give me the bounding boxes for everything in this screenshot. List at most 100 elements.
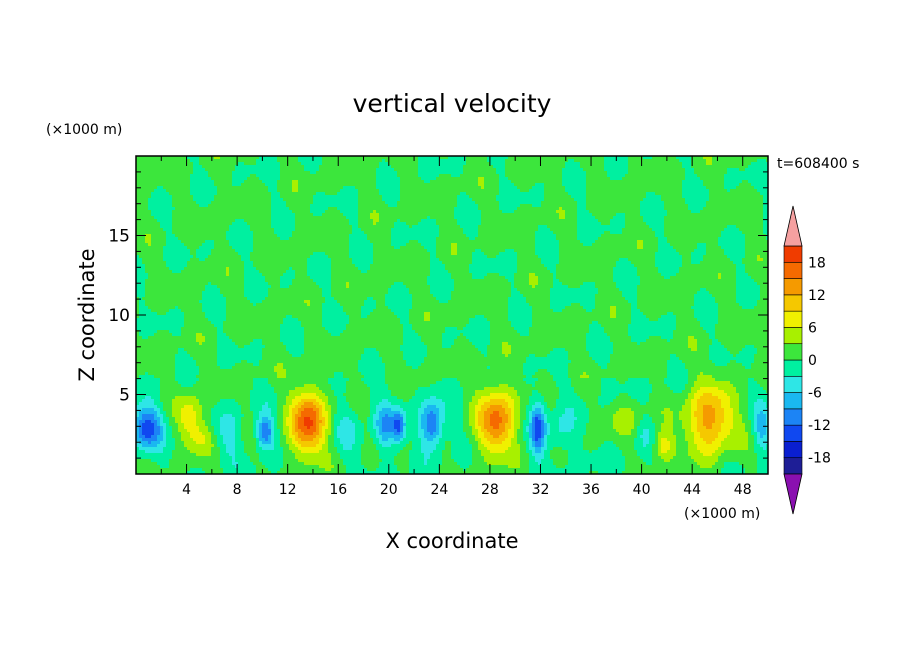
contour-cell <box>166 429 173 433</box>
contour-cell <box>748 399 758 403</box>
contour-cell <box>151 210 173 214</box>
contour-cell <box>592 213 617 217</box>
contour-cell <box>259 411 272 415</box>
contour-cell <box>664 231 722 235</box>
contour-cell <box>256 159 278 163</box>
contour-cell <box>649 399 686 403</box>
contour-cell <box>535 240 560 244</box>
contour-cell <box>295 420 299 424</box>
contour-cell <box>364 375 386 379</box>
contour-cell <box>721 429 731 433</box>
contour-cell <box>256 420 263 424</box>
contour-cell <box>376 300 386 304</box>
contour-cell <box>535 438 539 442</box>
contour-cell <box>547 447 554 451</box>
contour-cell <box>292 279 314 283</box>
contour-cell <box>436 177 479 181</box>
contour-cell <box>730 351 740 355</box>
contour-cell <box>349 234 368 238</box>
contour-cell <box>502 351 512 355</box>
contour-cell <box>700 396 719 400</box>
contour-cell <box>766 423 768 427</box>
contour-cell <box>394 222 407 226</box>
contour-cell <box>502 405 509 409</box>
contour-cell <box>286 417 293 421</box>
contour-cell <box>373 258 431 262</box>
contour-cell <box>727 363 743 367</box>
contour-cell <box>511 345 587 349</box>
contour-cell <box>235 165 281 169</box>
contour-cell <box>586 333 608 337</box>
contour-cell <box>598 471 623 474</box>
contour-cell <box>508 429 515 433</box>
contour-cell <box>238 162 245 166</box>
contour-cell <box>322 324 347 328</box>
contour-cell <box>301 399 317 403</box>
contour-cell <box>391 231 440 235</box>
contour-cell <box>253 414 260 418</box>
contour-cell <box>556 399 584 403</box>
contour-cell <box>214 240 230 244</box>
contour-cell <box>682 264 737 268</box>
contour-cell <box>307 258 332 262</box>
contour-cell <box>613 414 635 418</box>
contour-cell <box>703 414 716 418</box>
contour-cell <box>535 459 542 463</box>
contour-cell <box>580 165 605 169</box>
contour-cell <box>709 345 725 349</box>
contour-cell <box>259 156 278 160</box>
contour-cell <box>439 432 443 436</box>
contour-cell <box>274 426 278 430</box>
contour-cell <box>565 348 587 352</box>
contour-cell <box>346 312 362 316</box>
contour-cell <box>151 243 167 247</box>
contour-cell <box>328 330 344 334</box>
contour-cell <box>358 204 389 208</box>
contour-cell <box>457 222 482 226</box>
contour-cell <box>628 300 638 304</box>
contour-cell <box>622 471 722 474</box>
contour-cell <box>139 411 158 415</box>
contour-cell <box>421 414 428 418</box>
contour-cell <box>538 225 548 229</box>
contour-cell <box>136 270 146 274</box>
contour-cell <box>394 414 401 418</box>
contour-cell <box>562 207 578 211</box>
contour-cell <box>472 252 485 256</box>
contour-cell <box>463 399 473 403</box>
contour-cell <box>718 312 768 316</box>
contour-cell <box>670 441 677 445</box>
contour-cell <box>706 201 764 205</box>
contour-cell <box>226 270 230 274</box>
contour-cell <box>757 423 767 427</box>
contour-cell <box>223 324 281 328</box>
contour-cell <box>667 312 674 316</box>
contour-cell <box>280 285 290 289</box>
contour-cell <box>406 417 419 421</box>
contour-cell <box>217 345 239 349</box>
contour-cell <box>697 405 704 409</box>
contour-cell <box>649 225 665 229</box>
contour-cell <box>685 201 707 205</box>
contour-cell <box>652 420 665 424</box>
contour-cell <box>331 468 347 472</box>
contour-cell <box>613 216 626 220</box>
contour-cell <box>409 471 440 474</box>
contour-cell <box>247 297 266 301</box>
contour-cell <box>202 291 221 295</box>
contour-cell <box>757 282 768 286</box>
contour-cell <box>361 453 380 457</box>
contour-cell <box>235 438 242 442</box>
contour-cell <box>277 363 284 367</box>
contour-cell <box>265 438 269 442</box>
contour-cell <box>499 423 506 427</box>
contour-cell <box>586 186 683 190</box>
contour-cell <box>718 273 722 277</box>
contour-cell <box>370 387 389 391</box>
contour-cell <box>250 396 278 400</box>
contour-cell <box>397 468 410 472</box>
contour-cell <box>487 273 500 277</box>
contour-cell <box>499 189 521 193</box>
contour-cell <box>250 258 308 262</box>
contour-cell <box>637 450 653 454</box>
